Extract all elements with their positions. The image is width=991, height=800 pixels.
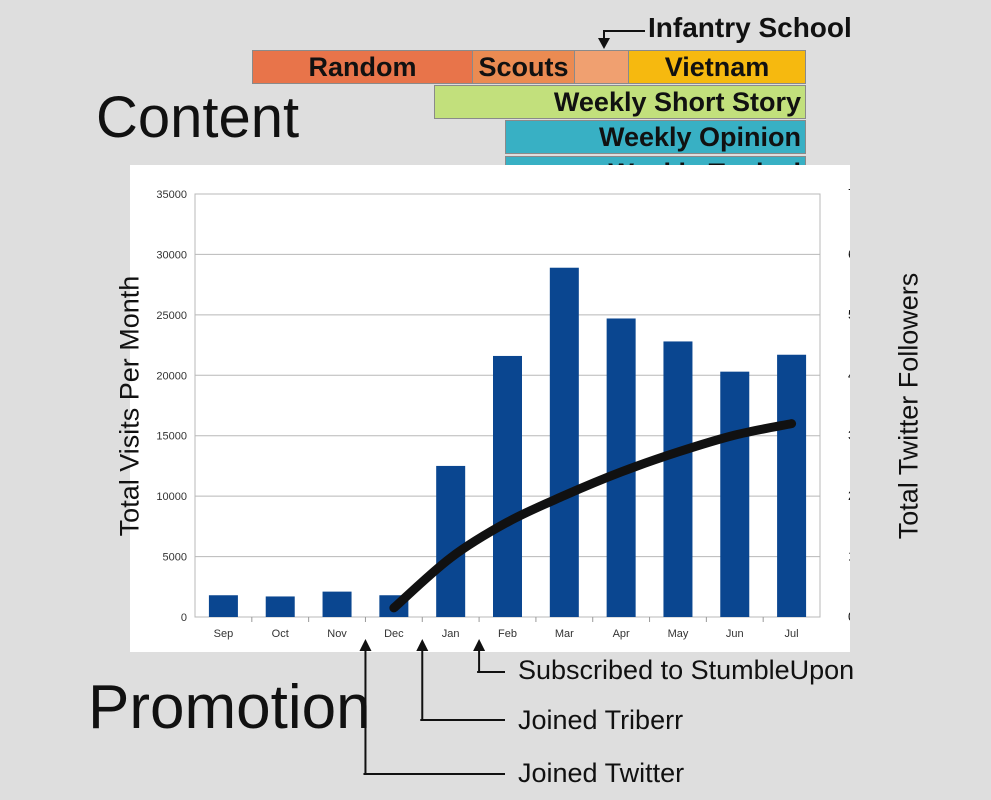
bar-sep bbox=[208, 595, 238, 617]
bar-oct bbox=[265, 596, 295, 617]
promotion-heading: Promotion bbox=[88, 673, 371, 742]
y-left-tick-label: 0 bbox=[181, 612, 187, 624]
callout-arrowhead bbox=[473, 639, 486, 651]
callout-triberr: Joined Triberr bbox=[518, 705, 684, 735]
y-left-tick-label: 25000 bbox=[156, 310, 187, 322]
y-right-tick-label: 2000 bbox=[848, 488, 850, 503]
infantry-arrow-line bbox=[603, 30, 645, 40]
chart-panel: 0 5000 10000 15000 20000 25000 30000 35000 0 1000… bbox=[130, 165, 850, 652]
x-tick-label: Oct bbox=[272, 628, 289, 640]
x-tick-label: Apr bbox=[613, 628, 630, 640]
content-bar-weekly-opinion: Weekly Opinion bbox=[505, 120, 806, 154]
y-right-tick-label: 7000 bbox=[848, 186, 850, 201]
y-left-tick-label: 35000 bbox=[156, 189, 187, 201]
infantry-arrowhead bbox=[598, 38, 610, 49]
infantry-school-callout-label: Infantry School bbox=[648, 12, 852, 43]
bar-jul bbox=[777, 354, 807, 617]
callout-arrow-line bbox=[421, 649, 505, 721]
content-bar-weekly-short-story: Weekly Short Story bbox=[434, 85, 806, 119]
x-tick-label: Mar bbox=[555, 628, 574, 640]
y-right-tick-label: 6000 bbox=[848, 246, 850, 261]
x-tick-label: Feb bbox=[498, 628, 517, 640]
x-tick-label: Jan bbox=[442, 628, 460, 640]
bar-may bbox=[663, 341, 693, 617]
callout-arrowhead bbox=[416, 639, 429, 651]
y-right-tick-label: 0 bbox=[848, 609, 850, 624]
content-heading: Content bbox=[96, 85, 300, 150]
y-left-tick-label: 5000 bbox=[163, 552, 187, 564]
y-right-tick-label: 3000 bbox=[848, 428, 850, 443]
callout-arrowhead bbox=[359, 639, 372, 651]
y-right-tick-label: 4000 bbox=[848, 367, 850, 382]
callout-stumbleupon: Subscribed to StumbleUpon bbox=[518, 655, 855, 685]
y-right-tick-label: 1000 bbox=[848, 549, 850, 564]
callout-arrow-line bbox=[478, 649, 505, 673]
y-left-tick-label: 30000 bbox=[156, 249, 187, 261]
callout-twitter: Joined Twitter bbox=[518, 758, 685, 788]
x-tick-label: Jul bbox=[785, 628, 799, 640]
visits-chart: 0 5000 10000 15000 20000 25000 30000 35000 0 1000… bbox=[156, 186, 850, 640]
y-right-tick-label: 5000 bbox=[848, 307, 850, 322]
x-tick-label: Dec bbox=[384, 628, 404, 640]
y-left-tick-label: 15000 bbox=[156, 431, 187, 443]
x-tick-label: Nov bbox=[327, 628, 347, 640]
bar-jan bbox=[436, 465, 466, 617]
x-tick-label: Jun bbox=[726, 628, 744, 640]
y-left-tick-label: 10000 bbox=[156, 491, 187, 503]
content-bar-infantry-school bbox=[574, 50, 629, 84]
twitter-followers-line bbox=[389, 419, 797, 613]
x-tick-label: Sep bbox=[214, 628, 234, 640]
x-tick-label: May bbox=[668, 628, 689, 640]
bar-nov bbox=[322, 591, 352, 617]
bar-feb bbox=[493, 355, 522, 617]
bar-jun bbox=[720, 371, 750, 617]
content-bar-scouts: Scouts bbox=[472, 50, 575, 84]
bar-mar bbox=[549, 267, 579, 617]
content-bar-vietnam: Vietnam bbox=[628, 50, 806, 84]
y-left-tick-label: 20000 bbox=[156, 370, 187, 382]
callout-arrow-line bbox=[364, 649, 505, 775]
